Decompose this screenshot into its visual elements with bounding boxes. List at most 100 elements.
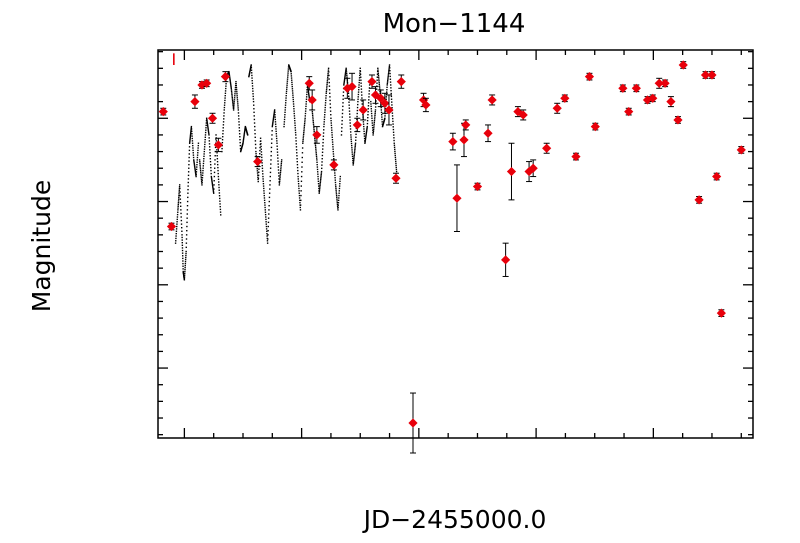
light-curve-point (366, 125, 368, 128)
light-curve-point (207, 127, 209, 129)
light-curve-point (386, 81, 389, 83)
light-curve-point (258, 168, 260, 170)
light-curve-point (381, 121, 383, 123)
light-curve-point (373, 119, 376, 122)
light-curve-point (293, 105, 295, 108)
light-curve-point (307, 90, 310, 92)
light-curve-point (352, 159, 354, 162)
light-curve-point (394, 154, 396, 157)
light-curve-point (261, 162, 263, 164)
light-curve-point (255, 157, 258, 159)
light-curve-point (321, 151, 324, 153)
light-curve-point (344, 72, 347, 74)
light-curve-point (191, 137, 193, 140)
light-curve-point (357, 93, 360, 96)
light-curve-point (325, 94, 327, 97)
light-curve-point (370, 108, 372, 110)
light-curve-point (390, 84, 392, 86)
light-curve-point (268, 192, 271, 194)
light-curve-point (201, 181, 203, 184)
light-curve-point (280, 168, 282, 170)
light-curve-point (352, 162, 355, 165)
light-curve-point (234, 89, 236, 91)
light-curve-point (193, 162, 195, 165)
light-curve-point (334, 172, 336, 174)
light-curve-point (266, 235, 268, 237)
light-curve-point (261, 159, 263, 161)
light-curve-point (348, 104, 350, 106)
light-curve-point (316, 171, 319, 173)
light-curve-point (184, 264, 186, 267)
light-curve-point (320, 175, 322, 177)
light-curve-point (182, 265, 184, 267)
light-curve-point (197, 152, 199, 154)
light-curve-point (184, 266, 186, 269)
light-curve-point (321, 167, 323, 170)
light-curve-point (353, 154, 355, 157)
light-curve-point (195, 173, 197, 175)
light-curve-point (342, 98, 344, 100)
light-curve-point (255, 155, 257, 157)
light-curve-point (210, 177, 213, 179)
light-curve-point (251, 77, 253, 79)
light-curve-point (259, 149, 261, 152)
light-curve-point (211, 185, 214, 187)
light-curve-point (191, 140, 194, 142)
light-curve-point (209, 155, 211, 157)
light-curve-point (184, 271, 186, 273)
light-curve-point (332, 150, 334, 153)
light-curve-point (331, 138, 334, 141)
light-curve-point (298, 187, 300, 190)
light-curve-point (363, 125, 365, 128)
light-curve-point (254, 143, 257, 146)
light-curve-point (307, 86, 309, 89)
light-curve-point (394, 148, 396, 151)
light-curve-point (395, 162, 397, 165)
light-curve-point (384, 117, 386, 119)
light-curve-point (373, 127, 375, 129)
light-curve-point (390, 95, 393, 98)
light-curve-point (263, 199, 266, 202)
data-point (166, 221, 177, 232)
light-curve-point (250, 69, 253, 71)
light-curve-point (345, 71, 348, 73)
light-curve-point (218, 195, 221, 197)
light-curve-point (190, 129, 192, 131)
light-curve-point (235, 82, 237, 85)
light-curve-point (175, 237, 177, 240)
light-curve-point (219, 197, 221, 200)
light-curve-point (325, 99, 327, 102)
light-curve-point (357, 98, 359, 100)
light-curve-point (262, 175, 264, 178)
light-curve-point (299, 209, 302, 211)
light-curve-point (350, 136, 352, 138)
data-point (329, 160, 339, 170)
light-curve-point (204, 134, 207, 136)
light-curve-point (190, 128, 193, 130)
light-curve-point (349, 116, 351, 118)
light-curve-point (292, 100, 295, 103)
light-curve-point (272, 118, 275, 121)
light-curve-point (189, 134, 192, 136)
data-point (418, 95, 429, 105)
light-curve-point (334, 177, 336, 179)
light-curve-point (223, 106, 226, 109)
data-point (459, 135, 469, 145)
light-curve-point (214, 150, 217, 153)
light-curve-point (234, 87, 237, 89)
light-curve-point (286, 84, 288, 86)
light-curve-point (271, 134, 273, 136)
light-curve-point (188, 146, 191, 148)
light-curve-point (327, 69, 330, 71)
light-curve-point (263, 192, 265, 194)
light-curve-point (213, 175, 216, 178)
light-curve-point (377, 76, 380, 78)
light-curve-point (231, 98, 234, 100)
light-curve-point (384, 108, 387, 110)
data-point (552, 103, 562, 113)
light-curve-point (359, 74, 361, 77)
light-curve-point (335, 185, 337, 188)
light-curve-point (349, 119, 351, 121)
light-curve-point (238, 133, 241, 135)
light-curve-point (387, 75, 389, 78)
